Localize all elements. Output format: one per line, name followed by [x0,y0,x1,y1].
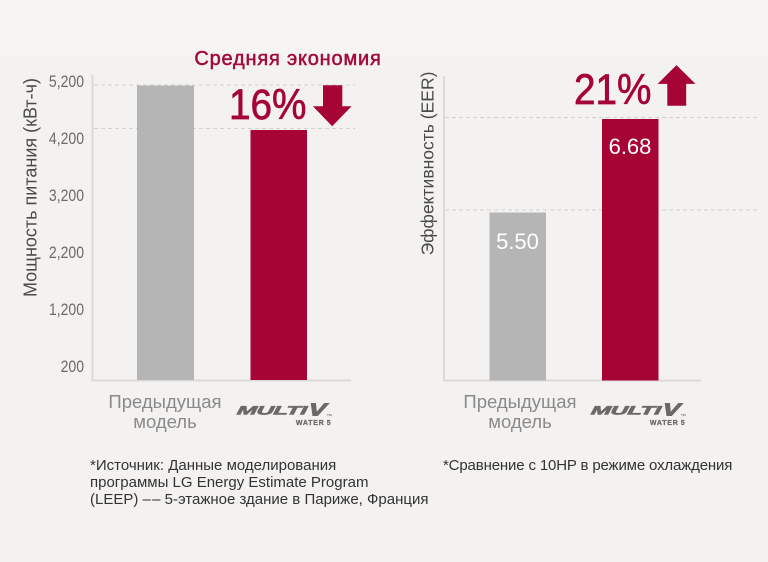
svg-text:WATER 5: WATER 5 [296,420,332,427]
svg-text:™: ™ [327,414,333,420]
svg-text:MULTI: MULTI [236,404,309,417]
svg-text:V: V [662,400,684,420]
svg-text:V: V [308,400,330,420]
svg-text:™: ™ [681,414,687,420]
svg-text:WATER 5: WATER 5 [650,420,686,427]
svg-text:MULTI: MULTI [590,404,663,417]
